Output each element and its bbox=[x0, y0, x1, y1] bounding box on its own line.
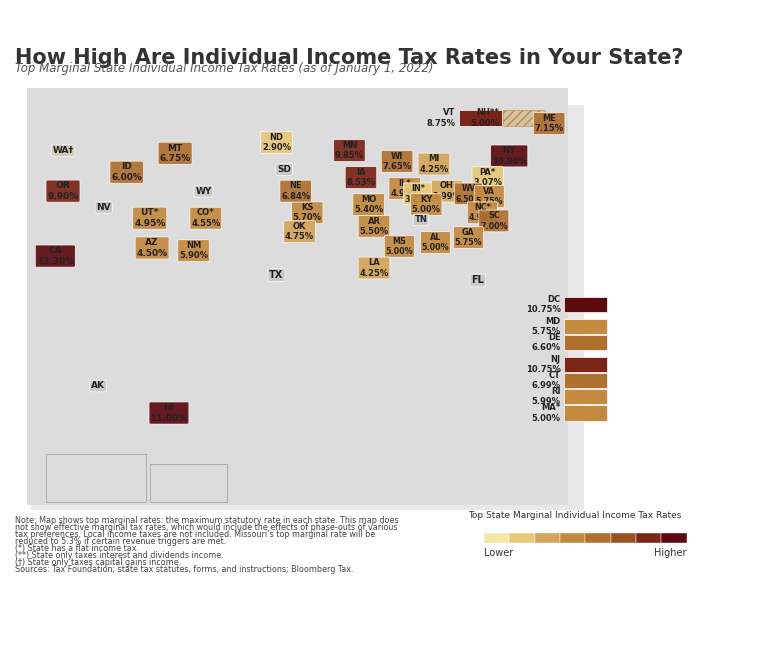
Text: (†) State only taxes capital gains income.: (†) State only taxes capital gains incom… bbox=[15, 558, 181, 567]
Bar bbox=[46, 453, 146, 502]
Text: NC*
4.99%: NC* 4.99% bbox=[468, 203, 496, 222]
Text: GA
5.75%: GA 5.75% bbox=[455, 228, 482, 248]
Text: ND
2.90%: ND 2.90% bbox=[262, 133, 291, 152]
Text: NY
10.90%: NY 10.90% bbox=[492, 147, 527, 166]
Text: IA
8.53%: IA 8.53% bbox=[346, 168, 376, 187]
Bar bbox=[484, 533, 509, 543]
Bar bbox=[611, 533, 636, 543]
Text: PA*
3.07%: PA* 3.07% bbox=[473, 168, 502, 187]
Text: OK
4.75%: OK 4.75% bbox=[285, 222, 314, 242]
Text: not show effective marginal tax rates, which would include the effects of phase-: not show effective marginal tax rates, w… bbox=[15, 523, 398, 532]
Text: @TaxFoundation: @TaxFoundation bbox=[646, 630, 760, 644]
Text: MS
5.00%: MS 5.00% bbox=[386, 237, 413, 256]
Text: ID
6.00%: ID 6.00% bbox=[111, 162, 142, 182]
Text: WY: WY bbox=[195, 187, 212, 195]
Text: MI
4.25%: MI 4.25% bbox=[419, 154, 449, 174]
FancyBboxPatch shape bbox=[31, 104, 584, 510]
Text: How High Are Individual Income Tax Rates in Your State?: How High Are Individual Income Tax Rates… bbox=[15, 48, 684, 68]
Text: TAX FOUNDATION: TAX FOUNDATION bbox=[8, 630, 160, 644]
Text: CA
13.30%: CA 13.30% bbox=[37, 246, 74, 266]
Bar bbox=[585, 533, 611, 543]
Text: Lower: Lower bbox=[484, 548, 513, 558]
Text: VT
8.75%: VT 8.75% bbox=[426, 108, 455, 128]
Text: IL*
4.95%: IL* 4.95% bbox=[390, 179, 419, 198]
Text: Top State Marginal Individual Income Tax Rates: Top State Marginal Individual Income Tax… bbox=[468, 511, 682, 519]
Text: OH
3.99%: OH 3.99% bbox=[432, 182, 462, 201]
FancyBboxPatch shape bbox=[564, 335, 607, 350]
Text: DE
6.60%: DE 6.60% bbox=[531, 333, 561, 352]
Text: AL
5.00%: AL 5.00% bbox=[422, 233, 449, 252]
Text: NE
6.84%: NE 6.84% bbox=[281, 182, 310, 201]
Text: WI
7.65%: WI 7.65% bbox=[382, 152, 412, 171]
Text: SD: SD bbox=[277, 165, 291, 174]
FancyBboxPatch shape bbox=[564, 389, 607, 405]
Text: WV
6.50%: WV 6.50% bbox=[455, 184, 482, 203]
FancyBboxPatch shape bbox=[27, 88, 568, 505]
Text: Higher: Higher bbox=[654, 548, 687, 558]
Text: NH**
5.00%: NH** 5.00% bbox=[470, 108, 499, 128]
Text: FL: FL bbox=[472, 275, 484, 285]
Bar bbox=[150, 465, 227, 502]
Bar bbox=[661, 533, 687, 543]
Text: IN*
3.23%: IN* 3.23% bbox=[405, 184, 432, 203]
Text: AK: AK bbox=[91, 381, 105, 391]
Bar bbox=[560, 533, 585, 543]
FancyBboxPatch shape bbox=[503, 110, 545, 125]
Text: KS
5.70%: KS 5.70% bbox=[293, 203, 322, 222]
Text: WA†: WA† bbox=[52, 146, 74, 155]
Text: Sources: Tax Foundation; state tax statutes, forms, and instructions; Bloomberg : Sources: Tax Foundation; state tax statu… bbox=[15, 565, 354, 574]
Text: Note: Map shows top marginal rates: the maximum statutory rate in each state. Th: Note: Map shows top marginal rates: the … bbox=[15, 516, 399, 525]
Text: TX: TX bbox=[270, 270, 283, 280]
Text: OR
9.90%: OR 9.90% bbox=[48, 182, 78, 201]
FancyBboxPatch shape bbox=[564, 297, 607, 312]
Text: (*) State has a flat income tax.: (*) State has a flat income tax. bbox=[15, 544, 139, 553]
FancyBboxPatch shape bbox=[564, 405, 607, 420]
Bar bbox=[535, 533, 560, 543]
FancyBboxPatch shape bbox=[564, 319, 607, 334]
Text: SC
7.00%: SC 7.00% bbox=[480, 211, 508, 230]
Text: KY
5.00%: KY 5.00% bbox=[412, 195, 441, 214]
Text: CT
6.99%: CT 6.99% bbox=[531, 371, 561, 390]
Text: TN: TN bbox=[415, 215, 427, 224]
FancyBboxPatch shape bbox=[459, 110, 502, 125]
Text: HI
11.00%: HI 11.00% bbox=[151, 403, 187, 422]
Text: reduced to 5.3% if certain revenue triggers are met.: reduced to 5.3% if certain revenue trigg… bbox=[15, 537, 227, 546]
Bar bbox=[509, 533, 535, 543]
Bar bbox=[636, 533, 661, 543]
FancyBboxPatch shape bbox=[564, 373, 607, 388]
FancyBboxPatch shape bbox=[564, 357, 607, 372]
Text: RI
5.99%: RI 5.99% bbox=[531, 387, 561, 407]
Text: NJ
10.75%: NJ 10.75% bbox=[526, 354, 561, 374]
Text: MN
9.85%: MN 9.85% bbox=[335, 141, 364, 160]
Text: MT
6.75%: MT 6.75% bbox=[160, 144, 190, 163]
Text: ME
7.15%: ME 7.15% bbox=[535, 114, 564, 133]
Text: MA*
5.00%: MA* 5.00% bbox=[531, 403, 561, 422]
Text: LA
4.25%: LA 4.25% bbox=[359, 258, 389, 278]
Text: DC
10.75%: DC 10.75% bbox=[526, 295, 561, 314]
Text: AR
5.50%: AR 5.50% bbox=[359, 216, 389, 236]
Text: UT*
4.95%: UT* 4.95% bbox=[134, 209, 165, 228]
Text: CO*
4.55%: CO* 4.55% bbox=[191, 209, 220, 228]
Text: VA
5.75%: VA 5.75% bbox=[475, 187, 503, 206]
Text: MD
5.75%: MD 5.75% bbox=[531, 317, 561, 336]
Text: AZ
4.50%: AZ 4.50% bbox=[137, 238, 167, 257]
Text: tax preferences. Local income taxes are not included. Missouri’s top marginal ra: tax preferences. Local income taxes are … bbox=[15, 530, 376, 539]
Text: NV: NV bbox=[96, 203, 111, 212]
Text: MO
5.40%: MO 5.40% bbox=[354, 195, 383, 214]
Text: (**) State only taxes interest and dividends income.: (**) State only taxes interest and divid… bbox=[15, 551, 224, 560]
Text: NM
5.90%: NM 5.90% bbox=[179, 241, 208, 260]
Text: Top Marginal State Individual Income Tax Rates (as of January 1, 2022): Top Marginal State Individual Income Tax… bbox=[15, 62, 434, 75]
